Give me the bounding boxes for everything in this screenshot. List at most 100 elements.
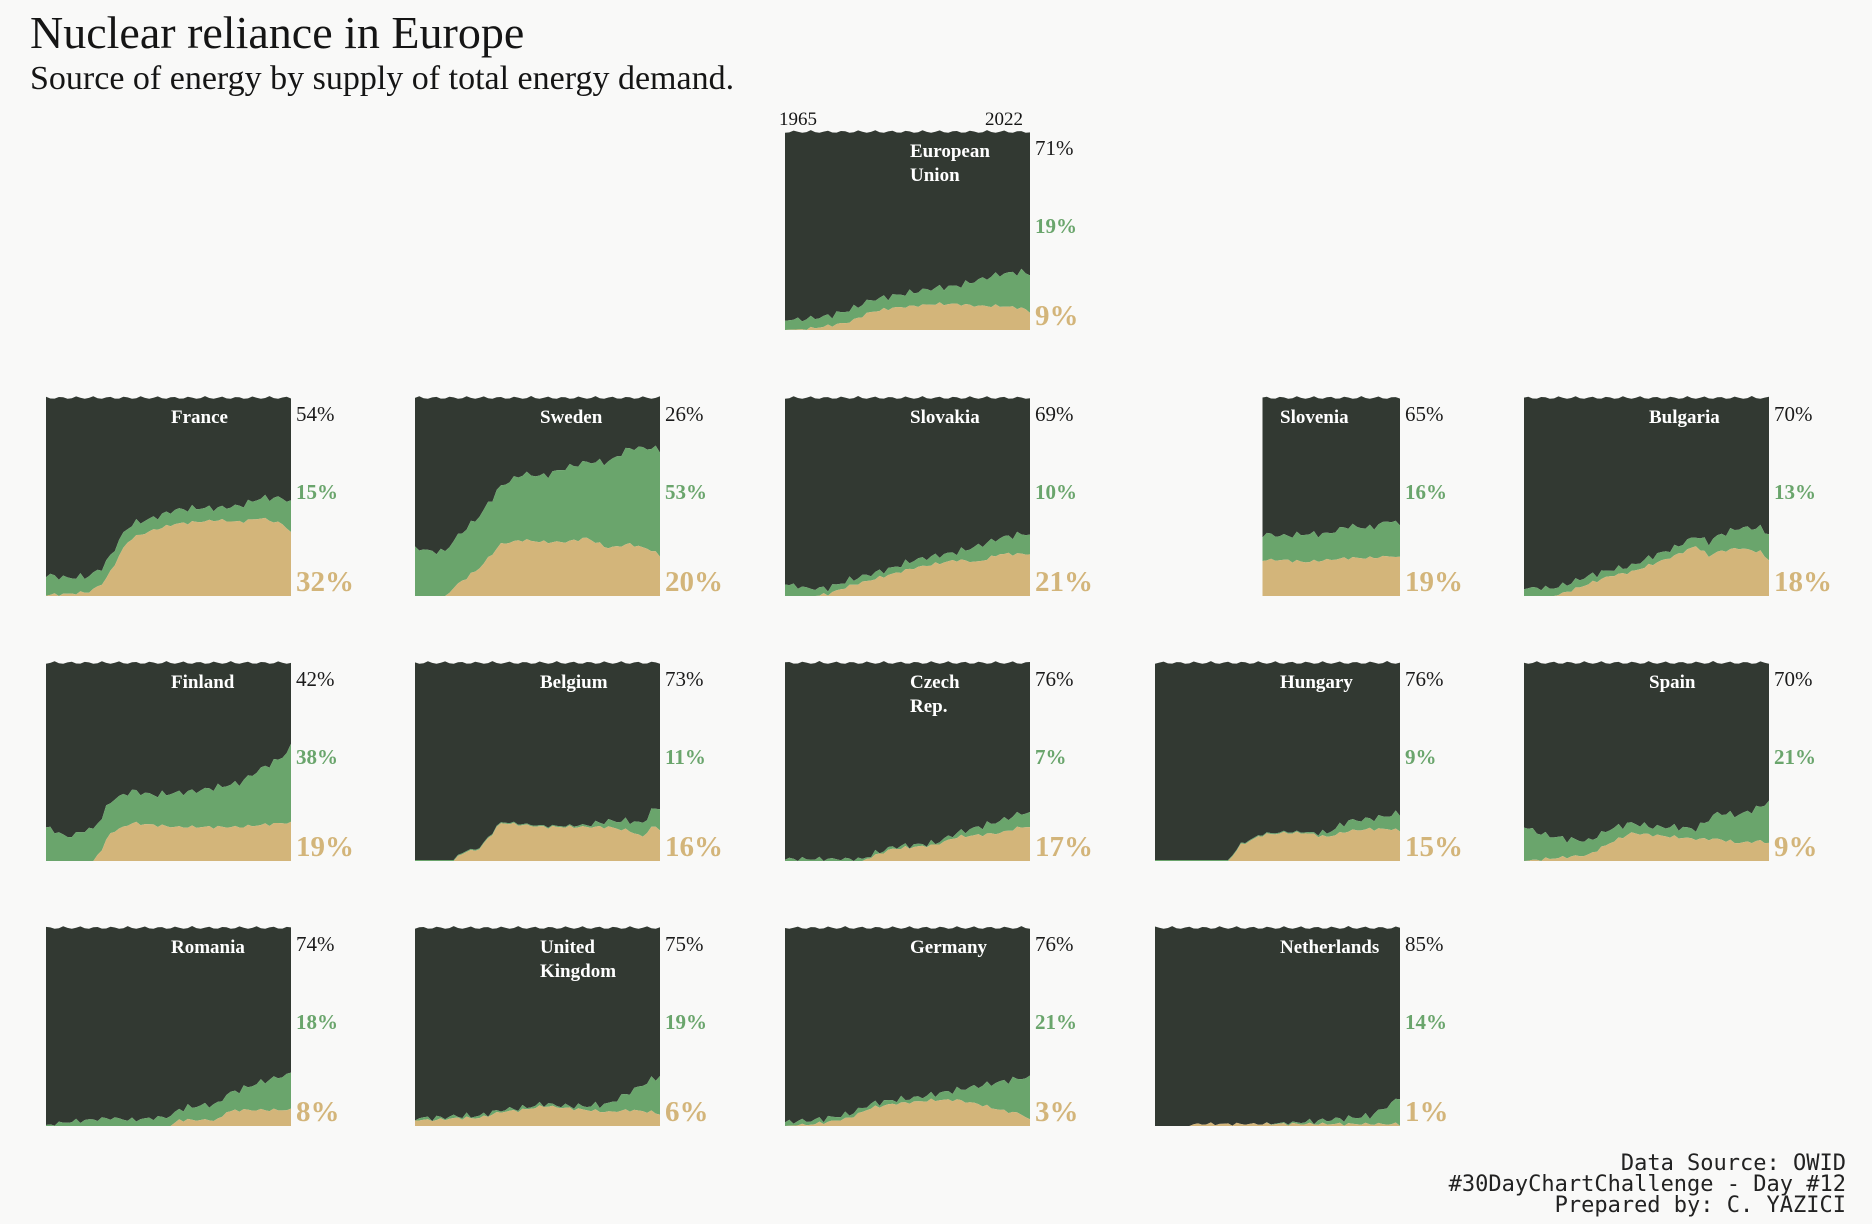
nuclear-share-label: 21% xyxy=(1035,566,1093,598)
nuclear-share-label: 9% xyxy=(1774,831,1818,863)
country-name: France xyxy=(171,407,228,428)
renewables-area xyxy=(415,1076,660,1122)
nuclear-area xyxy=(1155,1122,1400,1126)
nuclear-share-label: 1% xyxy=(1405,1096,1449,1128)
renewables-share-label: 9% xyxy=(1405,745,1437,769)
fossil-share-label: 76% xyxy=(1035,667,1074,691)
panel-netherlands: Netherlands 85% 14% 1% xyxy=(1155,926,1449,1128)
fossil-area xyxy=(1155,926,1400,1126)
renewables-area xyxy=(46,1072,291,1126)
panel-area-chart xyxy=(785,926,1030,1126)
panel-bulgaria: Bulgaria 70% 13% 18% xyxy=(1524,396,1832,598)
fossil-area xyxy=(1262,396,1400,538)
nuclear-share-label: 8% xyxy=(296,1096,340,1128)
fossil-area xyxy=(785,926,1030,1124)
panel-area-chart xyxy=(1155,926,1400,1126)
fossil-area xyxy=(1524,396,1769,591)
country-name: European Union xyxy=(910,141,990,186)
renewables-share-label: 38% xyxy=(296,745,338,769)
fossil-area xyxy=(785,396,1030,592)
nuclear-area xyxy=(415,822,660,861)
panel-slovakia: Slovakia 69% 10% 21% xyxy=(785,396,1093,598)
panel-area-chart xyxy=(415,396,660,596)
panel-area-chart xyxy=(785,130,1030,330)
renewables-share-label: 13% xyxy=(1774,480,1816,504)
caption: Data Source: OWID #30DayChartChallenge -… xyxy=(1448,1151,1846,1218)
nuclear-share-label: 20% xyxy=(665,566,723,598)
renewables-area xyxy=(1262,520,1400,563)
renewables-share-label: 7% xyxy=(1035,745,1067,769)
panel-czech: Czech Rep. 76% 7% 17% xyxy=(785,661,1093,863)
fossil-share-label: 74% xyxy=(296,932,335,956)
nuclear-area xyxy=(785,302,1030,330)
panel-france: France 54% 15% 32% xyxy=(46,396,354,598)
panel-germany: Germany 76% 21% 3% xyxy=(785,926,1079,1128)
panel-hungary: Hungary 76% 9% 15% xyxy=(1155,661,1463,863)
renewables-area xyxy=(46,494,291,596)
renewables-area xyxy=(415,445,660,596)
caption-author: Prepared by: C. YAZICI xyxy=(1554,1193,1846,1218)
country-name: Slovenia xyxy=(1280,407,1349,428)
country-name: Czech Rep. xyxy=(910,672,960,717)
fossil-share-label: 70% xyxy=(1774,402,1813,426)
nuclear-share-label: 32% xyxy=(296,566,354,598)
panel-area-chart xyxy=(46,396,291,596)
nuclear-share-label: 17% xyxy=(1035,831,1093,863)
country-name: Spain xyxy=(1649,672,1696,693)
fossil-area xyxy=(785,661,1030,861)
country-name: Sweden xyxy=(540,407,603,428)
panel-area-chart xyxy=(46,661,291,861)
fossil-area xyxy=(415,396,660,555)
year-end-label: 2022 xyxy=(985,109,1023,130)
panel-area-chart xyxy=(415,661,660,861)
renewables-area xyxy=(1524,800,1769,861)
fossil-share-label: 69% xyxy=(1035,402,1074,426)
renewables-area xyxy=(1524,524,1769,596)
fossil-share-label: 85% xyxy=(1405,932,1444,956)
renewables-area xyxy=(785,268,1030,330)
renewables-area xyxy=(785,531,1030,596)
caption-source: Data Source: OWID xyxy=(1620,1151,1846,1176)
fossil-area xyxy=(785,130,1030,322)
panel-belgium: Belgium 73% 11% 16% xyxy=(415,661,723,863)
fossil-share-label: 73% xyxy=(665,667,704,691)
renewables-share-label: 19% xyxy=(665,1010,707,1034)
chart-title: Nuclear reliance in Europe xyxy=(30,7,525,58)
renewables-area xyxy=(1155,1098,1400,1126)
renewables-area xyxy=(785,1075,1030,1126)
fossil-area xyxy=(415,661,660,860)
nuclear-area xyxy=(1262,555,1400,596)
fossil-share-label: 70% xyxy=(1774,667,1813,691)
country-name: Romania xyxy=(171,937,245,958)
fossil-share-label: 42% xyxy=(296,667,335,691)
nuclear-area xyxy=(46,517,291,596)
country-name: Belgium xyxy=(540,672,608,693)
panel-area-chart xyxy=(1524,661,1769,861)
caption-challenge: #30DayChartChallenge - Day #12 xyxy=(1448,1172,1846,1197)
country-name: Germany xyxy=(910,937,988,958)
panel-area-chart xyxy=(415,926,660,1126)
renewables-share-label: 10% xyxy=(1035,480,1077,504)
chart-subtitle: Source of energy by supply of total ener… xyxy=(30,60,735,97)
renewables-area xyxy=(46,743,291,861)
fossil-area xyxy=(46,396,291,580)
fossil-share-label: 54% xyxy=(296,402,335,426)
nuclear-share-label: 9% xyxy=(1035,300,1079,332)
country-name: Netherlands xyxy=(1280,937,1380,958)
panel-area-chart xyxy=(785,396,1030,596)
renewables-share-label: 11% xyxy=(665,745,706,769)
nuclear-area xyxy=(415,537,660,596)
nuclear-area xyxy=(785,552,1030,596)
fossil-area xyxy=(1524,661,1769,843)
nuclear-area xyxy=(1524,832,1769,861)
fossil-area xyxy=(46,661,291,838)
panel-area-chart xyxy=(46,926,291,1126)
nuclear-area xyxy=(46,821,291,861)
nuclear-area xyxy=(415,1105,660,1126)
fossil-area xyxy=(415,926,660,1122)
fossil-area xyxy=(46,926,291,1126)
year-start-label: 1965 xyxy=(779,109,817,130)
nuclear-area xyxy=(1524,546,1769,596)
fossil-share-label: 65% xyxy=(1405,402,1444,426)
panel-area-chart xyxy=(1262,396,1400,596)
